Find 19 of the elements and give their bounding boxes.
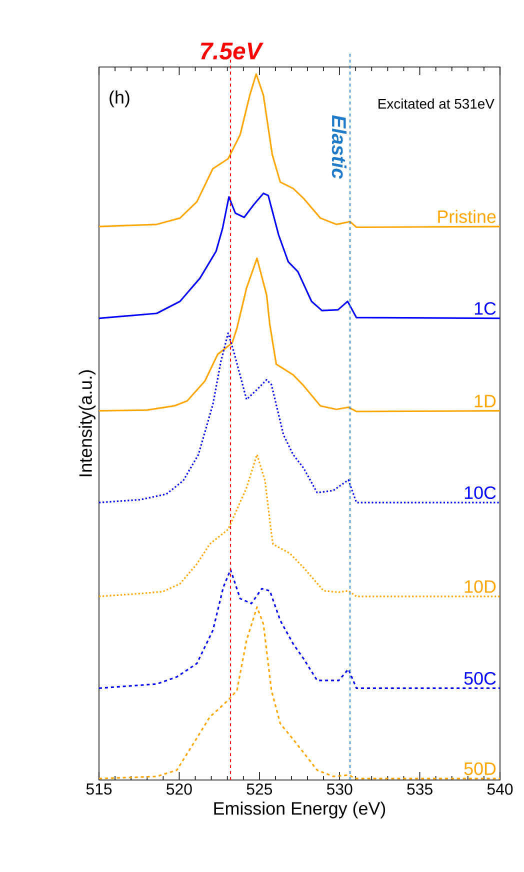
annotation: Excitated at 531eV (378, 98, 494, 109)
x-tick-label: 520 (166, 784, 192, 795)
x-tick-label: 535 (407, 784, 432, 795)
series-label: 1D (474, 394, 496, 408)
ref-line-label: Elastic (332, 115, 347, 179)
x-axis-title: Emission Energy (eV) (214, 802, 386, 818)
x-tick-label: 525 (246, 784, 272, 795)
ref-line-label: 7.5eV (200, 42, 264, 60)
series-label: Pristine (438, 210, 496, 224)
annotation: (h) (110, 90, 130, 108)
x-tick-label: 530 (326, 784, 352, 795)
series-label: 1C (474, 302, 496, 315)
series-label: 50C (464, 672, 496, 685)
series-label: 10C (464, 486, 496, 500)
series-label: 50D (464, 762, 496, 776)
series-label: 10D (464, 580, 496, 593)
y-axis-title: Intensity(a.u.) (78, 370, 96, 476)
x-tick-label: 540 (487, 784, 513, 795)
x-tick-label: 515 (86, 784, 112, 795)
